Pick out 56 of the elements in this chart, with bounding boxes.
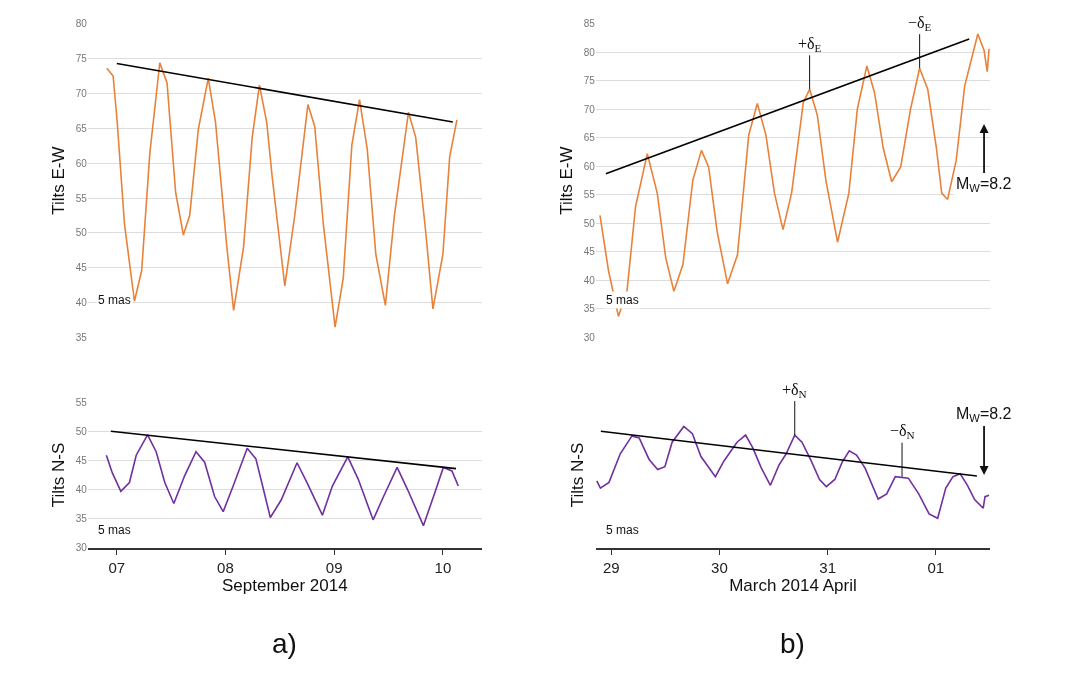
annotation: 5 mas [98, 293, 131, 307]
line-series [106, 61, 458, 328]
y-axis-title: Tilts E-W [557, 146, 577, 215]
y-tick-label: 50 [583, 217, 596, 229]
y-tick-label: 50 [75, 227, 88, 239]
y-axis-title: Tilts E-W [49, 146, 69, 215]
x-tick-label: 09 [325, 558, 343, 576]
annotation: −δ$_{E}$ [908, 14, 932, 34]
y-tick-label: 45 [75, 262, 88, 274]
annotation: 5 mas [606, 293, 639, 307]
x-axis-title: September 2014 [221, 575, 348, 595]
y-tick-label: 75 [583, 75, 596, 87]
y-tick-label: 50 [75, 425, 88, 437]
x-tick-label: 31 [819, 558, 836, 576]
x-tick-label: 07 [108, 558, 126, 576]
text: b) [780, 628, 805, 659]
annotation: 5 mas [606, 523, 639, 537]
y-tick-label: 70 [75, 87, 88, 99]
x-tick-label: 08 [217, 558, 234, 576]
y-tick-label: 60 [75, 157, 88, 169]
y-tick-label: 40 [75, 297, 88, 309]
y-tick-label: 35 [583, 303, 596, 315]
y-tick-label: 80 [583, 46, 596, 58]
y-tick-label: 30 [75, 542, 88, 554]
x-tick-label: 01 [927, 558, 945, 576]
x-tick-label: 30 [711, 558, 728, 576]
x-tick-label: 29 [602, 558, 620, 576]
y-tick-label: 45 [75, 454, 88, 466]
y-tick-label: 80 [75, 18, 88, 30]
text: a) [272, 628, 297, 659]
y-tick-label: 40 [583, 274, 596, 286]
y-tick-label: 55 [583, 189, 596, 201]
line-series [105, 434, 460, 527]
y-tick-label: 35 [75, 513, 88, 525]
x-axis-title: March 2014 April [729, 575, 857, 595]
annotation: M$_{W}$=8.2 [956, 175, 1012, 195]
y-tick-label: 85 [583, 18, 596, 30]
y-tick-label: 65 [75, 122, 88, 134]
text: M$_{W}$=8.2 [956, 405, 1012, 425]
annotation: −δ$_{N}$ [890, 422, 915, 442]
y-tick-label: 75 [75, 53, 88, 65]
y-tick-label: 35 [75, 331, 88, 343]
y-tick-label: 65 [583, 132, 596, 144]
y-tick-label: 70 [583, 103, 596, 115]
annotation: 5 mas [98, 523, 131, 537]
annotation: +δ$_{N}$ [782, 381, 807, 401]
y-tick-label: 40 [75, 484, 88, 496]
y-tick-label: 45 [583, 246, 596, 258]
y-tick-label: 30 [583, 332, 596, 344]
y-axis-title: Tilts N-S [568, 442, 588, 508]
annotation: +δ$_{E}$ [798, 35, 822, 55]
y-tick-label: 55 [75, 192, 88, 204]
x-tick-label: 10 [434, 558, 452, 576]
y-tick-label: 55 [75, 396, 88, 408]
y-tick-label: 60 [583, 160, 596, 172]
y-axis-title: Tilts N-S [49, 442, 69, 508]
